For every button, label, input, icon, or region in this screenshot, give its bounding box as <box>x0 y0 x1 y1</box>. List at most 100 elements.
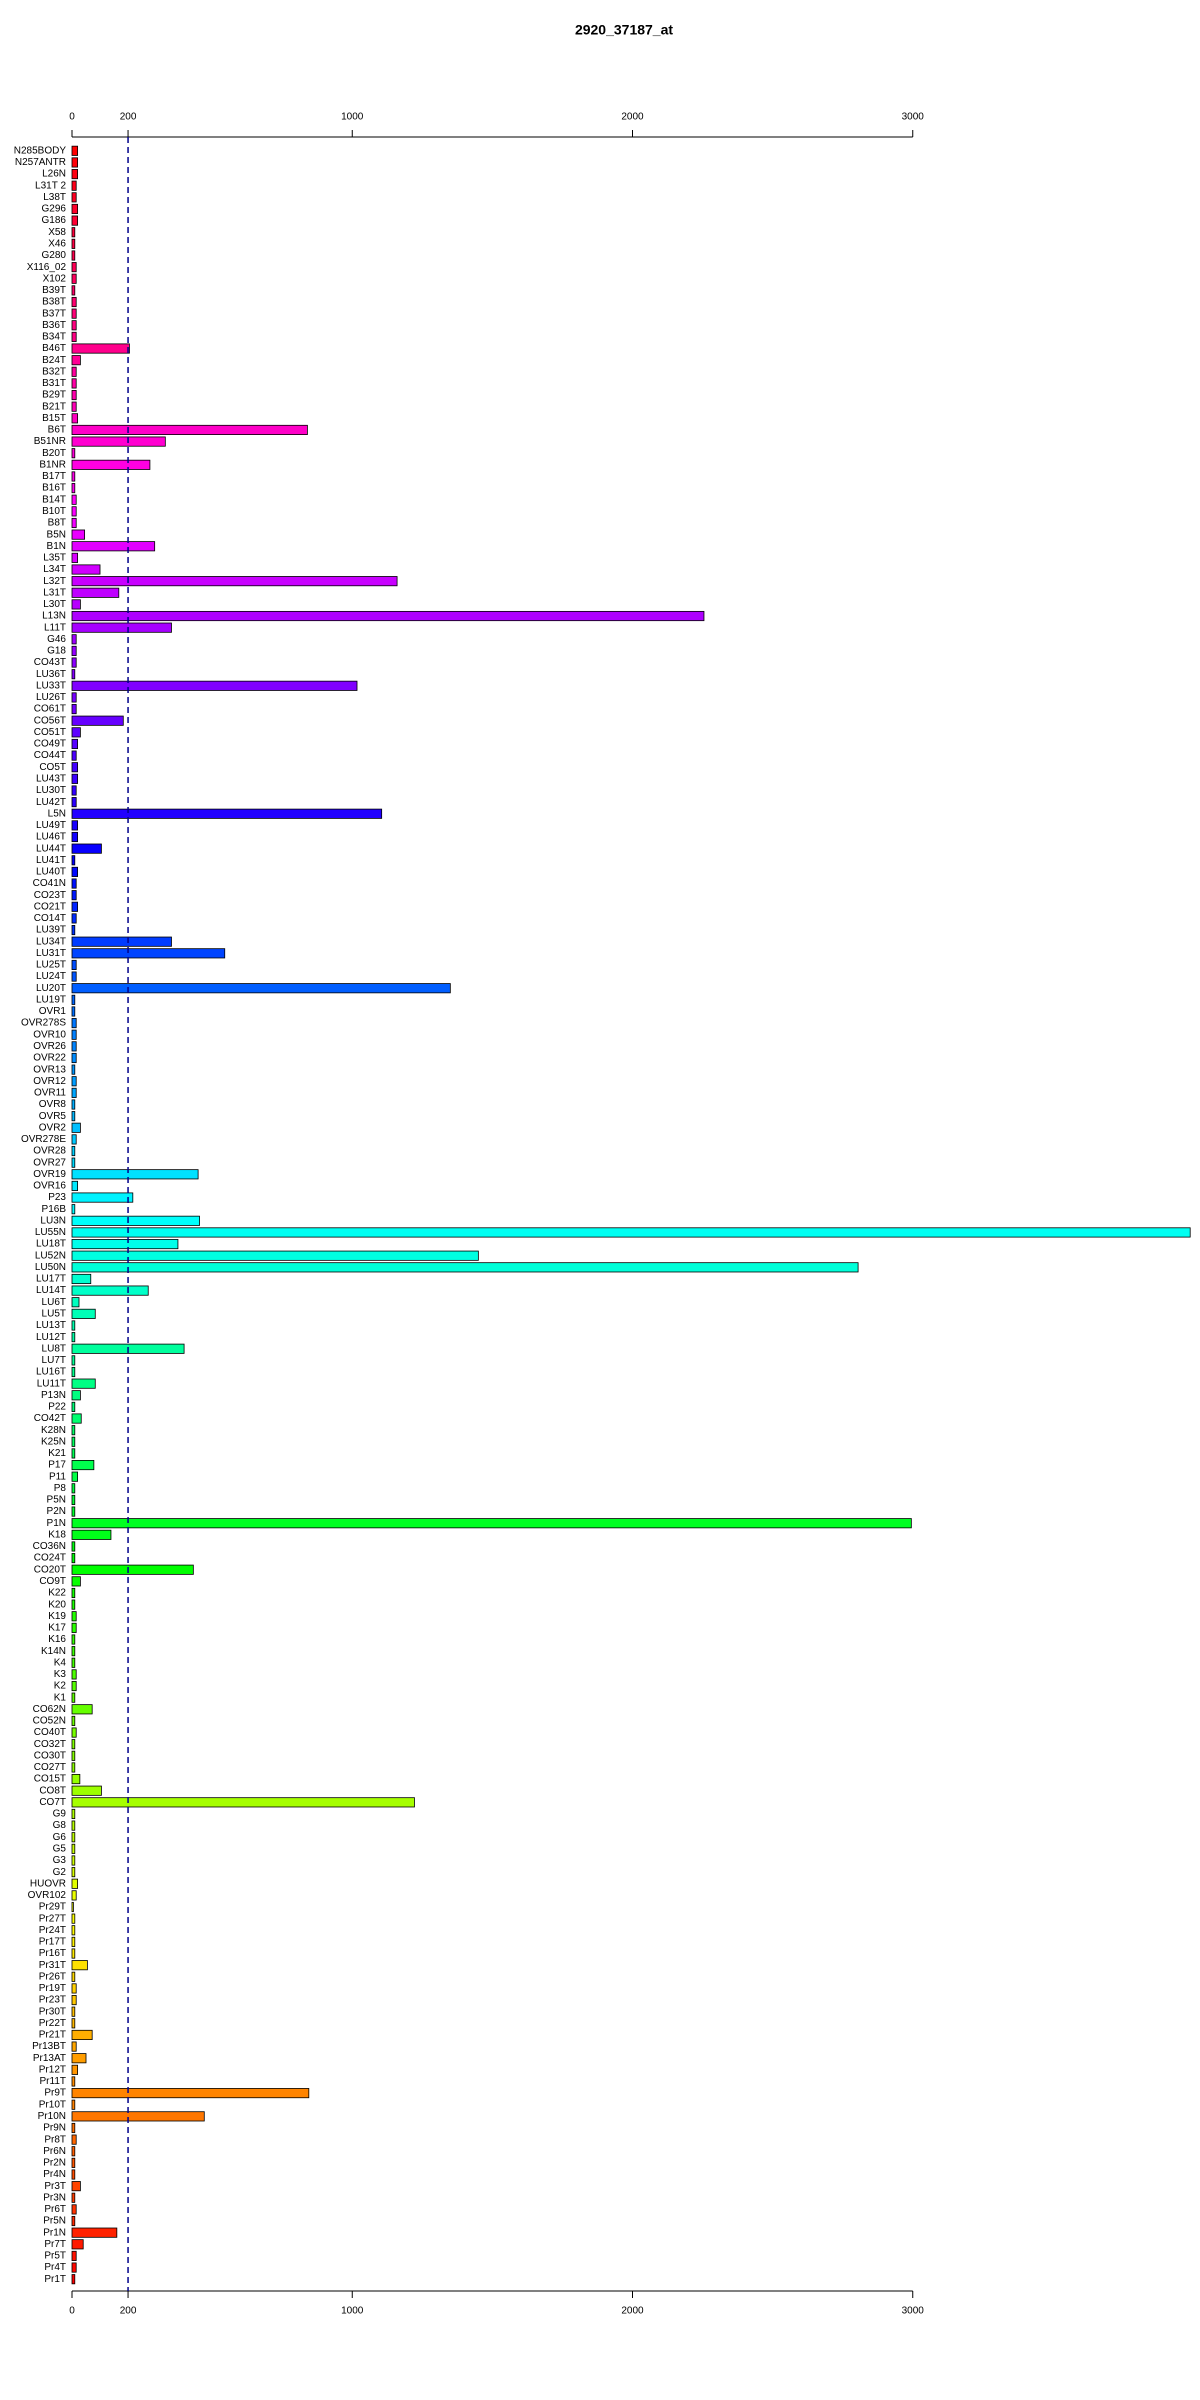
category-label: B31T <box>42 378 66 389</box>
bar <box>71 983 451 994</box>
category-label: B14T <box>42 494 66 505</box>
bar <box>71 669 76 680</box>
bar <box>71 1122 81 1133</box>
category-label: B34T <box>42 332 66 343</box>
category-label: G6 <box>53 1832 67 1843</box>
x-tick-label: 200 <box>120 112 137 123</box>
bar <box>71 925 76 936</box>
bar <box>71 1239 179 1250</box>
bar <box>71 2122 76 2134</box>
category-label: Pr19T <box>39 1983 66 1994</box>
category-label: K14N <box>41 1646 66 1657</box>
category-label: Pr9N <box>43 2123 66 2134</box>
bar <box>71 1518 912 1529</box>
bar <box>71 459 151 470</box>
bar <box>71 192 77 203</box>
bar <box>71 634 77 645</box>
category-label: Pr22T <box>39 2018 66 2029</box>
x-tick-label: 2000 <box>621 2306 644 2317</box>
category-label: Pr10T <box>39 2099 66 2110</box>
bar <box>71 1576 81 1587</box>
bar <box>71 1006 76 1017</box>
bar <box>71 1669 77 1680</box>
bar <box>71 366 77 377</box>
bar <box>71 1843 76 1854</box>
bar <box>71 1262 859 1273</box>
bar <box>71 1948 76 1959</box>
bar <box>71 1960 88 1971</box>
category-label: CO24T <box>34 1553 66 1564</box>
category-label: OVR2 <box>39 1122 67 1133</box>
x-tick-label: 0 <box>69 2306 75 2317</box>
category-label: Pr1T <box>44 2274 66 2285</box>
category-label: K19 <box>48 1611 66 1622</box>
category-label: B32T <box>42 366 66 377</box>
bar <box>71 645 77 656</box>
category-label: OVR102 <box>28 1890 67 1901</box>
category-label: LU49T <box>36 820 66 831</box>
bar <box>71 878 77 889</box>
category-label: B1NR <box>39 459 66 470</box>
bar <box>71 2029 93 2040</box>
category-label: N257ANTR <box>15 157 66 168</box>
bar <box>71 913 77 924</box>
category-label: G5 <box>53 1843 67 1854</box>
category-label: G18 <box>47 646 66 657</box>
bar <box>71 1564 194 1575</box>
bar <box>71 1425 76 1436</box>
category-label: K1 <box>54 1692 67 1703</box>
category-label: LU33T <box>36 680 66 691</box>
bar <box>71 1297 80 1308</box>
category-label: OVR28 <box>33 1146 66 1157</box>
bar <box>71 424 308 435</box>
category-label: B5N <box>47 529 66 540</box>
category-label: Pr7T <box>44 2239 66 2250</box>
bar <box>71 1529 112 1540</box>
category-label: CO52N <box>33 1716 66 1727</box>
category-label: OVR27 <box>33 1157 66 1168</box>
bar <box>71 483 76 494</box>
bar <box>71 1692 76 1703</box>
category-label: LU19T <box>36 994 66 1005</box>
category-label: X116_02 <box>27 262 67 273</box>
x-tick-label: 1000 <box>341 112 364 123</box>
category-label: LU6T <box>42 1297 66 1308</box>
bar <box>71 145 79 156</box>
category-label: LU24T <box>36 971 66 982</box>
category-label: P2N <box>47 1506 66 1517</box>
category-label: OVR16 <box>33 1181 66 1192</box>
category-label: LU43T <box>36 773 66 784</box>
bar <box>71 692 77 703</box>
category-label: K18 <box>48 1529 66 1540</box>
bar <box>71 1797 415 1808</box>
bar <box>71 2146 76 2157</box>
bar <box>71 948 226 959</box>
bar <box>71 1401 76 1412</box>
bar <box>71 1762 76 1773</box>
category-label: CO41N <box>33 878 66 889</box>
bar <box>71 785 77 796</box>
bar <box>71 494 77 505</box>
bar <box>71 1157 76 1168</box>
bar <box>71 866 79 877</box>
bar <box>71 1855 76 1866</box>
bar <box>71 1076 77 1087</box>
category-label: L38T <box>43 192 66 203</box>
category-label: OVR12 <box>33 1076 66 1087</box>
category-label: L35T <box>43 553 66 564</box>
bar <box>71 273 77 284</box>
bar <box>71 855 76 866</box>
category-label: Pr13BT <box>32 2041 66 2052</box>
category-label: CO62N <box>33 1704 66 1715</box>
bar <box>71 2227 118 2238</box>
bar <box>71 1204 76 1215</box>
category-label: CO9T <box>39 1576 66 1587</box>
category-label: Pr24T <box>39 1925 66 1936</box>
category-label: P5N <box>47 1495 66 1506</box>
category-label: B6T <box>48 425 66 436</box>
bar <box>71 1680 77 1692</box>
bar <box>71 529 86 540</box>
category-label: L26N <box>42 169 66 180</box>
category-label: N285BODY <box>14 145 67 156</box>
bar <box>71 401 77 412</box>
